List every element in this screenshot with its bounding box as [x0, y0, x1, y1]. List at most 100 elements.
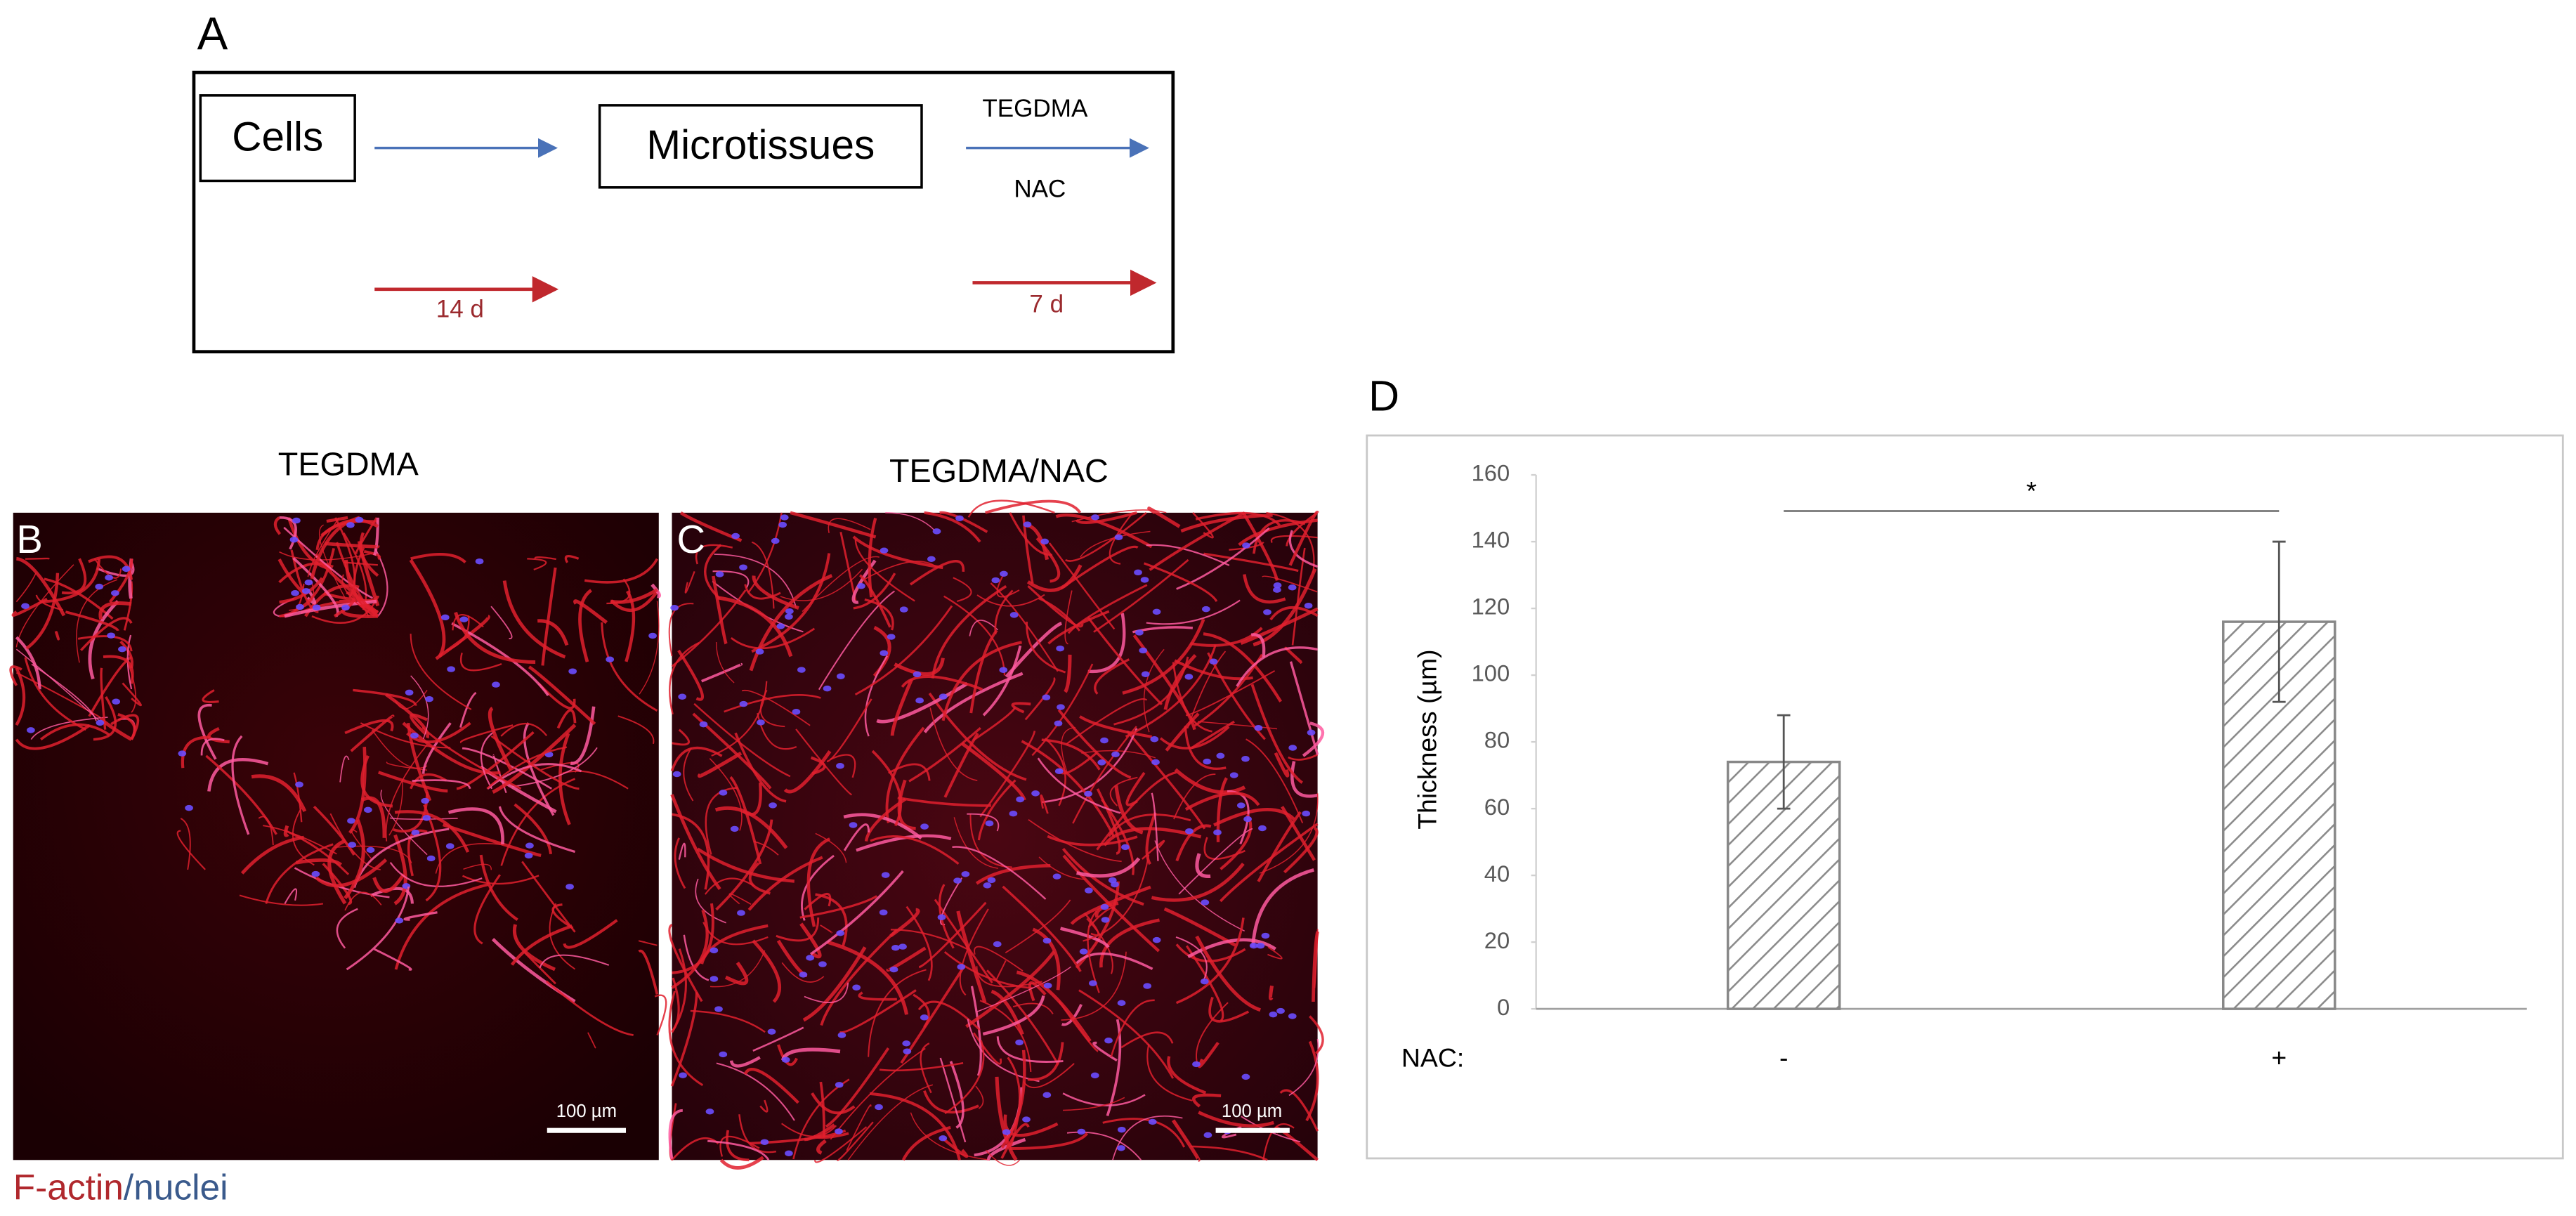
strand — [1144, 562, 1218, 602]
nucleus — [289, 537, 299, 543]
strand — [923, 1090, 979, 1114]
strand — [678, 842, 686, 860]
strand — [1238, 518, 1318, 547]
nucleus — [301, 588, 310, 594]
strand — [1250, 684, 1303, 784]
strand — [25, 573, 60, 650]
strand — [545, 980, 634, 1036]
nucleus — [1254, 725, 1263, 731]
nucleus — [1213, 829, 1222, 836]
nucleus — [1141, 671, 1150, 677]
strand — [1031, 663, 1094, 757]
strand — [126, 634, 133, 690]
strand — [976, 594, 1045, 607]
nucleus — [426, 855, 436, 862]
nucleus — [806, 955, 814, 961]
strand — [1037, 757, 1121, 814]
nucleus — [105, 575, 113, 581]
strand — [374, 948, 412, 971]
nucleus — [799, 972, 808, 978]
strand — [976, 966, 1072, 1013]
nucleus — [875, 1104, 883, 1111]
nucleus — [178, 750, 187, 757]
strand — [473, 874, 501, 945]
strand — [335, 542, 379, 617]
strand — [759, 1099, 769, 1113]
strand — [943, 595, 1006, 676]
strand — [570, 706, 596, 765]
strand — [231, 735, 250, 835]
strand — [724, 694, 821, 713]
strand — [1290, 761, 1319, 798]
strand — [512, 747, 598, 787]
step: Microtissues — [646, 122, 875, 168]
strand — [923, 672, 1024, 733]
strand — [1109, 776, 1138, 806]
strand — [1065, 511, 1147, 562]
strand — [462, 875, 540, 885]
strand — [480, 731, 495, 790]
nucleus — [1263, 609, 1271, 615]
nucleus — [1304, 603, 1313, 609]
strand — [890, 929, 971, 951]
nucleus — [1000, 570, 1008, 577]
strand — [98, 601, 132, 620]
strand — [459, 724, 514, 744]
nucleus — [880, 547, 889, 554]
scale-label: 100 µm — [1222, 1101, 1282, 1121]
strand — [1099, 918, 1160, 968]
nucleus — [1276, 1007, 1285, 1014]
strand — [748, 862, 771, 895]
strand — [729, 1056, 761, 1068]
strand — [639, 601, 660, 695]
strand — [490, 735, 580, 790]
nucleus — [937, 914, 946, 920]
nucleus — [341, 604, 350, 611]
strand — [967, 1019, 1040, 1083]
nucleus — [1203, 1132, 1212, 1139]
strand — [1195, 853, 1211, 878]
y-tick-label: 60 — [1484, 794, 1510, 820]
nucleus — [21, 603, 30, 609]
strand — [1021, 740, 1116, 838]
strand — [1309, 1015, 1324, 1054]
strand — [1198, 1111, 1275, 1128]
nucleus — [1023, 521, 1032, 528]
strand — [1270, 535, 1318, 544]
strand — [715, 641, 735, 684]
strand — [1236, 646, 1318, 687]
strand — [726, 1130, 750, 1162]
nucleus — [699, 721, 708, 728]
strand — [1032, 927, 1061, 991]
strand — [527, 558, 547, 570]
strand — [734, 732, 787, 803]
strand — [108, 558, 133, 603]
strand — [1173, 773, 1216, 820]
strand — [1288, 754, 1319, 761]
strand — [452, 614, 484, 631]
strand — [1083, 913, 1099, 936]
nucleus — [785, 1150, 793, 1157]
strand — [372, 729, 428, 769]
nucleus — [993, 941, 1002, 948]
strand — [1122, 618, 1205, 695]
nucleus — [1111, 881, 1119, 888]
strand — [1064, 590, 1073, 645]
strand — [1279, 1089, 1319, 1132]
strand — [856, 834, 952, 852]
nucleus — [1135, 629, 1144, 636]
strand — [1016, 970, 1092, 1042]
strand — [839, 531, 857, 601]
nucleus — [421, 797, 430, 804]
strand — [1151, 792, 1159, 861]
strand — [500, 722, 548, 737]
strand — [975, 864, 1051, 885]
strand — [953, 817, 999, 869]
y-tick-label: 40 — [1484, 861, 1510, 887]
strand — [979, 731, 1036, 818]
strand — [1079, 715, 1153, 738]
strand — [463, 863, 492, 870]
strand — [1062, 1097, 1125, 1111]
strand — [1035, 537, 1061, 583]
strand — [961, 742, 1026, 801]
